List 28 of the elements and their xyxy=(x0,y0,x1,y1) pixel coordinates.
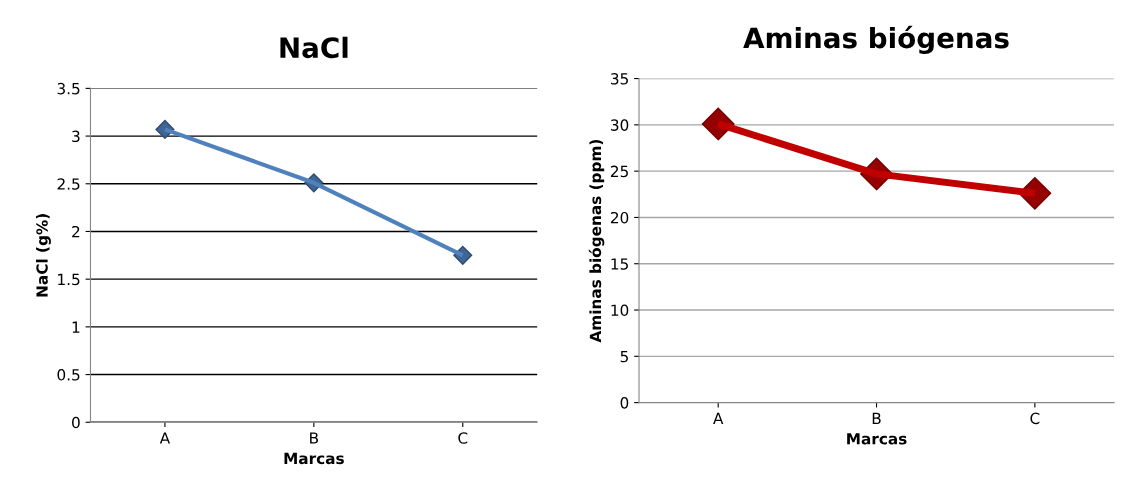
x-tick-label: C xyxy=(1030,412,1040,425)
x-tick-label: B xyxy=(310,432,319,444)
y-tick-label: 1 xyxy=(72,321,80,333)
y-tick-label: 3.5 xyxy=(57,82,80,95)
x-tick-label: C xyxy=(458,432,468,444)
y-tick-label: 25 xyxy=(610,165,628,178)
y-tick-label: 0 xyxy=(620,397,629,409)
x-tick-label: A xyxy=(713,412,724,424)
y-tick-label: 1.5 xyxy=(58,273,80,286)
x-axis-title: Marcas xyxy=(284,452,344,465)
y-tick-label: 0 xyxy=(72,416,80,429)
y-tick-label: 0.5 xyxy=(57,369,80,381)
y-tick-label: 10 xyxy=(611,304,629,317)
y-axis-title: Aminas biógenas (ppm) xyxy=(588,139,605,343)
y-tick-label: 15 xyxy=(611,258,628,270)
y-tick-label: 2.5 xyxy=(57,178,80,190)
chart-title: Aminas biógenas xyxy=(743,25,1009,54)
y-tick-label: 20 xyxy=(610,211,629,224)
y-tick-label: 35 xyxy=(611,73,628,85)
x-tick-label: B xyxy=(872,412,881,424)
y-axis-title: NaCl (g%) xyxy=(36,214,51,297)
chart-title: NaCl xyxy=(280,36,348,59)
x-tick-label: A xyxy=(159,432,171,444)
y-tick-label: 30 xyxy=(611,119,629,131)
y-tick-label: 3 xyxy=(72,130,80,143)
x-axis-title: Marcas xyxy=(847,433,907,445)
y-tick-label: 5 xyxy=(620,350,628,363)
y-tick-label: 2 xyxy=(72,225,80,238)
